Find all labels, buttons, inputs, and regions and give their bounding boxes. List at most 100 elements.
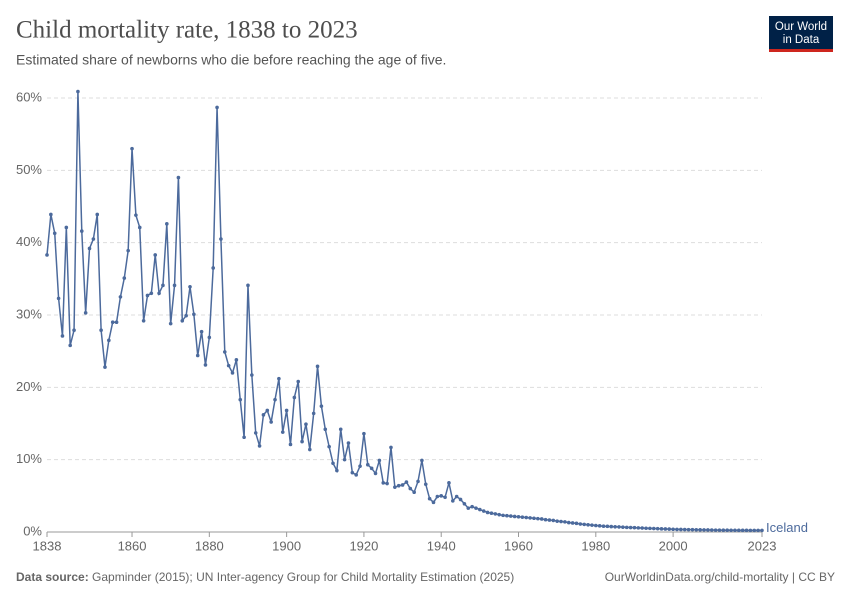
data-point (126, 248, 130, 253)
x-tick-label: 1900 (272, 538, 301, 553)
data-point (87, 246, 92, 251)
data-point (563, 520, 567, 524)
data-point (118, 295, 123, 299)
data-point (447, 481, 451, 485)
data-point (323, 427, 328, 432)
data-point (570, 521, 575, 525)
data-point (489, 511, 494, 515)
data-point (342, 457, 347, 462)
data-point (748, 528, 753, 533)
y-tick-label: 10% (16, 451, 42, 466)
data-point (621, 525, 625, 529)
data-point (396, 483, 401, 488)
data-point (632, 525, 637, 530)
data-point (203, 363, 208, 367)
data-point (215, 105, 219, 110)
chart-title: Child mortality rate, 1838 to 2023 (16, 17, 358, 44)
credit: OurWorldinData.org/child-mortality | CC … (605, 570, 835, 584)
data-point (655, 526, 660, 531)
data-point (516, 515, 521, 519)
data-point (346, 441, 351, 445)
data-point (377, 458, 382, 463)
data-point (269, 420, 273, 424)
data-point (265, 408, 270, 413)
data-point (679, 527, 683, 532)
data-point (149, 291, 154, 296)
data-point (760, 528, 764, 533)
data-point (188, 284, 192, 289)
data-point (462, 501, 467, 506)
data-point (594, 523, 598, 528)
data-point (238, 397, 243, 402)
data-point (454, 494, 459, 499)
source-text: Gapminder (2015); UN Inter-agency Group … (92, 570, 514, 584)
data-point (528, 516, 532, 520)
data-point (451, 499, 455, 503)
data-point (702, 528, 706, 532)
source-label: Data source: (16, 570, 89, 584)
data-point (319, 404, 324, 408)
data-point (613, 524, 617, 529)
data-point (277, 376, 281, 381)
data-point (682, 527, 687, 532)
data-point (192, 312, 196, 317)
y-tick-label: 50% (16, 162, 42, 177)
data-point (597, 524, 602, 528)
data-point (725, 528, 730, 532)
data-point (752, 528, 757, 533)
data-point (280, 430, 285, 434)
data-point (582, 522, 587, 527)
data-point (230, 371, 235, 375)
data-point (300, 439, 304, 444)
data-point (493, 512, 498, 516)
data-point (83, 311, 88, 315)
data-point (95, 212, 100, 217)
data-point (412, 490, 416, 495)
x-tick-label: 2023 (748, 538, 777, 553)
data-point (292, 395, 297, 400)
data-point (304, 422, 308, 427)
data-point (671, 527, 675, 532)
data-point (729, 528, 733, 533)
data-point (439, 494, 444, 498)
data-point (253, 431, 258, 435)
data-point (211, 266, 215, 270)
x-tick-label: 1940 (427, 538, 456, 553)
data-point (497, 512, 501, 517)
series-line (46, 91, 762, 532)
x-tick-label: 1880 (195, 538, 224, 553)
data-point (659, 527, 664, 531)
data-point (389, 445, 393, 450)
data-point (385, 481, 389, 486)
data-point (559, 519, 563, 524)
data-point (134, 213, 138, 217)
data-point (555, 519, 559, 523)
data-point (636, 526, 641, 530)
data-point (474, 506, 478, 510)
data-point (420, 458, 424, 463)
data-point (195, 353, 200, 358)
data-point (423, 482, 428, 487)
data-point (137, 225, 142, 230)
data-point (586, 522, 590, 527)
data-point (706, 528, 710, 532)
data-point (698, 528, 702, 532)
data-point (547, 518, 552, 522)
data-point (234, 358, 239, 362)
x-tick-label: 2000 (659, 538, 688, 553)
data-point (242, 435, 246, 440)
data-point (99, 328, 103, 332)
data-point (110, 320, 115, 325)
logo-text: Our World (775, 21, 827, 33)
data-point (199, 329, 204, 334)
data-point (740, 528, 745, 533)
data-point (416, 479, 420, 484)
data-point (76, 89, 80, 94)
data-point (520, 515, 525, 519)
data-point (478, 507, 482, 512)
data-point (609, 524, 614, 529)
data-point (408, 486, 413, 491)
data-point (103, 365, 107, 369)
data-point (709, 528, 714, 532)
data-point (601, 524, 606, 529)
